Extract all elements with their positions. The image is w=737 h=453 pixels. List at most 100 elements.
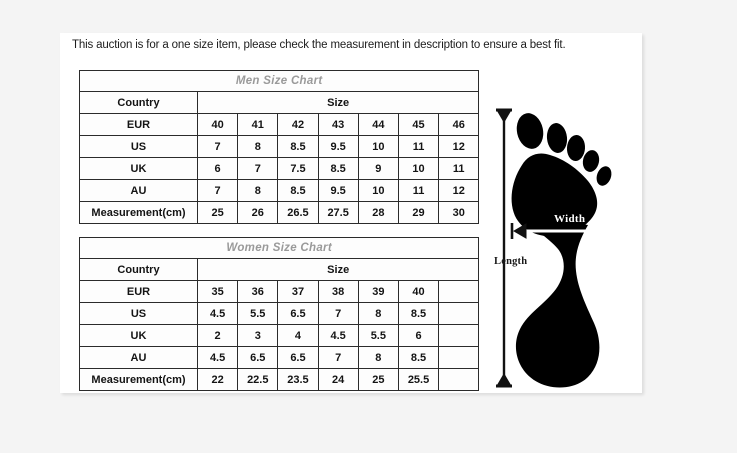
men-cell-au-4: 10	[357, 179, 399, 202]
women-cell-measurement-3: 24	[317, 368, 359, 391]
women-chart-title: Women Size Chart	[78, 237, 480, 259]
table-row: Country Size	[79, 91, 480, 114]
women-cell-uk-2: 4	[277, 324, 319, 347]
women-cell-us-5: 8.5	[397, 302, 440, 325]
men-cell-measurement-2: 26.5	[277, 201, 319, 224]
table-row: Measurement(cm) 22 22.5 23.5 24 25 25.5	[79, 368, 480, 391]
men-cell-au-5: 11	[397, 179, 440, 202]
women-cell-uk-0: 2	[196, 324, 239, 347]
men-cell-au-6: 12	[438, 179, 480, 202]
content-panel: This auction is for a one size item, ple…	[60, 33, 642, 393]
women-cell-au-3: 7	[317, 346, 359, 369]
men-cell-eur-0: 40	[196, 113, 239, 136]
men-row-label-au: AU	[79, 179, 198, 202]
women-row-label-uk: UK	[79, 324, 198, 347]
men-cell-us-6: 12	[438, 135, 480, 158]
women-size-chart-table: Women Size Chart Country Size EUR 35 36 …	[78, 237, 480, 391]
women-cell-eur-2: 37	[277, 280, 319, 303]
women-cell-measurement-4: 25	[357, 368, 399, 391]
table-row: AU 7 8 8.5 9.5 10 11 12	[79, 179, 480, 202]
women-cell-au-2: 6.5	[277, 346, 319, 369]
foot-arch-heel-shape	[515, 215, 600, 388]
women-cell-us-4: 8	[357, 302, 399, 325]
women-cell-au-0: 4.5	[196, 346, 239, 369]
footprint-icon	[496, 108, 612, 388]
table-row: Country Size	[79, 258, 480, 281]
men-cell-uk-0: 6	[196, 157, 239, 180]
men-cell-us-4: 10	[357, 135, 399, 158]
men-chart-title: Men Size Chart	[78, 70, 480, 92]
men-size-chart-table: Men Size Chart Country Size EUR 40 41 42…	[78, 70, 480, 224]
toe-2-icon	[546, 123, 568, 153]
women-cell-uk-3: 4.5	[317, 324, 359, 347]
men-header-size: Size	[196, 91, 480, 114]
men-cell-us-3: 9.5	[317, 135, 359, 158]
men-header-country: Country	[79, 91, 198, 114]
men-cell-measurement-1: 26	[237, 201, 279, 224]
women-cell-eur-1: 36	[237, 280, 279, 303]
men-cell-eur-1: 41	[237, 113, 279, 136]
women-row-label-measurement: Measurement(cm)	[79, 368, 198, 391]
men-row-label-uk: UK	[79, 157, 198, 180]
men-cell-eur-4: 44	[357, 113, 399, 136]
width-label: Width	[554, 213, 586, 225]
toe-4-icon	[582, 150, 600, 172]
men-cell-us-0: 7	[196, 135, 239, 158]
table-row: UK 2 3 4 4.5 5.5 6	[79, 324, 480, 347]
women-cell-uk-5: 6	[397, 324, 440, 347]
women-cell-uk-6	[438, 324, 480, 347]
men-cell-us-2: 8.5	[277, 135, 319, 158]
women-cell-au-4: 8	[357, 346, 399, 369]
men-cell-au-0: 7	[196, 179, 239, 202]
width-arrow-icon	[510, 222, 605, 240]
men-cell-eur-6: 46	[438, 113, 480, 136]
women-cell-us-6	[438, 302, 480, 325]
women-cell-measurement-0: 22	[196, 368, 239, 391]
women-cell-us-0: 4.5	[196, 302, 239, 325]
women-header-size: Size	[196, 258, 480, 281]
table-row: AU 4.5 6.5 6.5 7 8 8.5	[79, 346, 480, 369]
length-label: Length	[494, 256, 528, 267]
foot-measurement-diagram: Length Width	[492, 103, 637, 393]
table-row: US 4.5 5.5 6.5 7 8 8.5	[79, 302, 480, 325]
women-cell-eur-4: 39	[357, 280, 399, 303]
women-cell-au-5: 8.5	[397, 346, 440, 369]
table-row: EUR 40 41 42 43 44 45 46	[79, 113, 480, 136]
men-cell-measurement-6: 30	[438, 201, 480, 224]
table-row: EUR 35 36 37 38 39 40	[79, 280, 480, 303]
men-cell-us-5: 11	[397, 135, 440, 158]
table-row: UK 6 7 7.5 8.5 9 10 11	[79, 157, 480, 180]
table-row: US 7 8 8.5 9.5 10 11 12	[79, 135, 480, 158]
women-cell-measurement-5: 25.5	[397, 368, 440, 391]
men-cell-uk-2: 7.5	[277, 157, 319, 180]
men-cell-eur-3: 43	[317, 113, 359, 136]
toe-5-icon	[596, 166, 612, 186]
women-cell-measurement-6	[438, 368, 480, 391]
women-cell-au-1: 6.5	[237, 346, 279, 369]
women-cell-uk-1: 3	[237, 324, 279, 347]
women-cell-measurement-2: 23.5	[277, 368, 319, 391]
men-cell-uk-1: 7	[237, 157, 279, 180]
women-cell-eur-5: 40	[397, 280, 440, 303]
men-cell-measurement-0: 25	[196, 201, 239, 224]
table-row: Men Size Chart	[78, 70, 480, 92]
men-cell-uk-4: 9	[357, 157, 399, 180]
men-cell-au-1: 8	[237, 179, 279, 202]
table-row: Measurement(cm) 25 26 26.5 27.5 28 29 30	[79, 201, 480, 224]
women-cell-eur-3: 38	[317, 280, 359, 303]
toe-1-icon	[516, 113, 544, 149]
toe-3-icon	[566, 135, 586, 161]
women-cell-uk-4: 5.5	[357, 324, 399, 347]
men-row-label-eur: EUR	[79, 113, 198, 136]
men-cell-measurement-5: 29	[397, 201, 440, 224]
women-row-label-eur: EUR	[79, 280, 198, 303]
men-cell-au-3: 9.5	[317, 179, 359, 202]
women-cell-eur-0: 35	[196, 280, 239, 303]
women-cell-au-6	[438, 346, 480, 369]
women-cell-us-2: 6.5	[277, 302, 319, 325]
intro-text: This auction is for a one size item, ple…	[72, 39, 566, 51]
table-row: Women Size Chart	[78, 237, 480, 259]
women-cell-us-3: 7	[317, 302, 359, 325]
men-cell-us-1: 8	[237, 135, 279, 158]
